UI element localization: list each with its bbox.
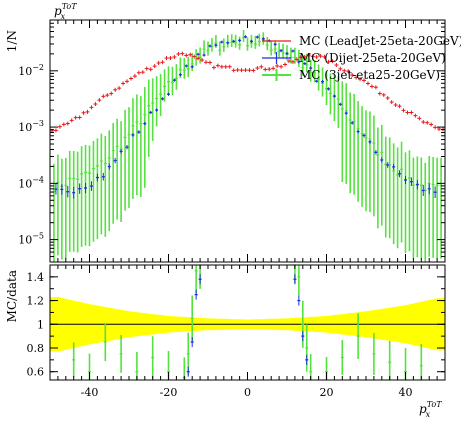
legend-label: MC (3jet-eta25-20GeV)	[299, 68, 440, 82]
series-layer	[49, 29, 446, 262]
legend-label: MC (LeadJet-25eta-20GeV)	[299, 34, 461, 48]
x-tick-label: 0	[244, 386, 251, 399]
y-tick-label: 10−3	[18, 119, 44, 134]
y-tick-exponent: −5	[32, 232, 44, 241]
ratio-y-axis-title: MC/data	[5, 270, 19, 322]
top-y-variable-label-superscript: ToT	[62, 2, 78, 11]
y-tick-label: 10−5	[18, 232, 44, 247]
x-axis-title-subscript: x	[426, 410, 431, 419]
x-tick-label: -40	[81, 386, 99, 399]
x-tick-label: -20	[160, 386, 178, 399]
x-tick-label: 40	[399, 386, 413, 399]
ratio-y-tick-label: 1.4	[27, 271, 45, 284]
y-tick-exponent: −2	[32, 63, 44, 72]
top-y-axis-title: 1/N	[5, 30, 19, 52]
x-tick-label: 20	[320, 386, 334, 399]
x-axis-title-superscript: ToT	[427, 400, 443, 409]
legend: MC (LeadJet-25eta-20GeV) MC (Dijet-25eta-…	[262, 34, 461, 82]
y-tick-label: 10−2	[18, 63, 44, 78]
y-tick-exponent: −3	[32, 119, 44, 128]
series-leadjet	[49, 51, 446, 133]
legend-label: MC (Dijet-25eta-20GeV)	[299, 51, 446, 65]
top-y-variable-label-subscript: x	[61, 12, 66, 21]
ratio-dijet	[186, 274, 309, 377]
frame-layer	[49, 19, 446, 381]
ratio-y-tick-label: 1	[37, 318, 44, 331]
legend-entry: MC (Dijet-25eta-20GeV)	[262, 51, 446, 65]
ratio-y-tick-label: 1.2	[27, 295, 45, 308]
legend-entry: MC (LeadJet-25eta-20GeV)	[262, 34, 461, 48]
series-dijet	[54, 35, 437, 199]
x-axis-title: pToT x	[419, 400, 442, 419]
legend-entry: MC (3jet-eta25-20GeV)	[262, 68, 440, 82]
y-tick-exponent: −4	[32, 175, 44, 184]
ratio-band-layer	[50, 297, 445, 352]
top-y-variable-label: pToT x	[54, 2, 77, 21]
ratio-y-tick-label: 0.6	[27, 366, 45, 379]
ratio-y-tick-label: 0.8	[27, 342, 45, 355]
y-tick-label: 10−4	[18, 175, 44, 190]
